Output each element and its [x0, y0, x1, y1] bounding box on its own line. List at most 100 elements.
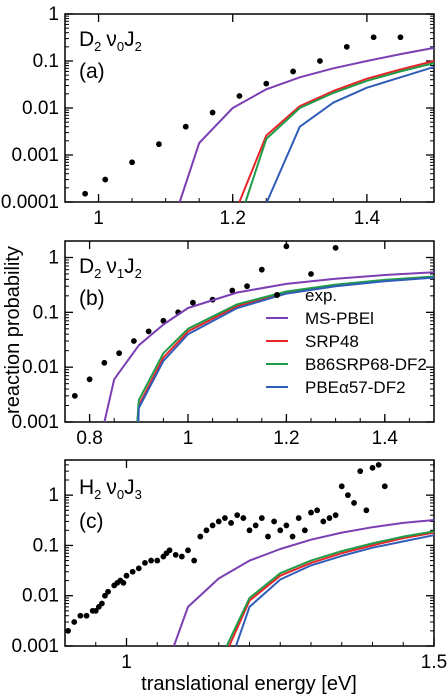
panel-c-exp-point — [252, 522, 259, 529]
panel-a-x-tick-label: 1.4 — [354, 208, 381, 229]
panel-c-exp-point — [381, 483, 388, 490]
panel-c-exp-point — [369, 464, 376, 471]
panel-c-exp-point — [92, 607, 99, 614]
panel-a-y-tick-label: 0.01 — [22, 98, 59, 119]
panel-c-exp-point — [258, 515, 265, 521]
panel-a-exp-point — [290, 68, 297, 75]
panel-b-exp-point — [332, 244, 339, 251]
panel-a: 1 1.2 1.4 0.0001 0.001 0.01 0.1 1 D2 ν0J2 (a) — [1, 4, 435, 229]
panel-b-exp-point — [116, 350, 123, 357]
panel-c-exp-point — [283, 522, 290, 529]
panel-c-exp-point — [71, 619, 78, 625]
legend-pbe-57-df2-label: PBEα57-DF2 — [305, 378, 406, 397]
legend-srp48-label: SRP48 — [305, 332, 359, 351]
panel-b-exp-point — [244, 283, 250, 290]
panel-c-exp-point — [351, 500, 357, 506]
panel-c-exp-point — [154, 557, 161, 564]
panel-c-line-pbe-57-df2 — [235, 534, 435, 647]
legend-ms-pbel-label: MS-PBEl — [305, 309, 374, 328]
panel-c-exp-point — [363, 507, 370, 514]
panel-c-exp-point — [234, 512, 241, 519]
panel-b-exp-point — [130, 338, 137, 344]
panel-b-x-tick-label: 0.8 — [76, 428, 102, 449]
panel-a-exp-point — [370, 34, 377, 41]
panel-c-exp-point — [338, 483, 345, 490]
panel-b-line-b86srp68-df2 — [136, 275, 435, 423]
panel-b-exp-point — [283, 243, 290, 250]
panel-b-line-ms-pbel — [103, 271, 435, 423]
panel-b-exp-point — [160, 317, 167, 324]
panel-c-y-tick-label: 0.1 — [33, 535, 59, 556]
panel-b-exp-point — [71, 392, 78, 399]
panel-b-x-tick-label: 1.4 — [372, 428, 399, 449]
panel-a-y-tick-label: 0.001 — [11, 145, 59, 166]
panel-c-exp-point — [240, 515, 247, 521]
panel-b-exp-point — [229, 287, 236, 294]
legend-exp-label: exp. — [305, 286, 337, 305]
panel-c-exp-point — [215, 518, 222, 525]
panel-c-exp-point — [166, 547, 173, 554]
panel-c-exp-point — [295, 515, 302, 521]
panel-a-exp-point — [263, 80, 270, 87]
panel-c-exp-point — [142, 559, 148, 566]
panel-c-exp-point — [222, 515, 228, 521]
legend-exp-marker — [274, 292, 280, 298]
panel-a-exp-point — [182, 123, 189, 130]
panel-c-exp-point — [265, 533, 271, 540]
panel-c-exp-point — [120, 579, 127, 586]
panel-a-exp-point — [156, 141, 162, 148]
panel-c-series — [65, 461, 435, 647]
panel-a-exp-point — [129, 159, 135, 166]
panel-c-line-srp48 — [228, 531, 435, 647]
panel-b-exp-point — [86, 376, 93, 383]
panel-c-exp-point — [246, 527, 253, 534]
panel-a-y-tick-label: 1 — [48, 4, 59, 25]
panel-b-line-pbe-57-df2 — [137, 276, 435, 423]
panel-c-exp-point — [172, 551, 179, 558]
panel-c-x-tick-label: 1 — [121, 652, 132, 673]
panel-b-y-tick-label: 0.01 — [22, 357, 59, 378]
panel-c-exp-point — [129, 568, 136, 575]
panel-c-exp-point — [135, 565, 142, 572]
panel-a-line-b86srp68-df2 — [244, 62, 435, 203]
panel-c-y-tick-label: 0.01 — [22, 586, 59, 607]
y-axis-label: reaction probability — [2, 246, 24, 414]
panel-c-exp-point — [148, 557, 155, 564]
panel-a-title: D2 ν0J2 — [79, 28, 142, 54]
panel-a-label: (a) — [79, 60, 105, 83]
panel-a-ticks: 1 1.2 1.4 0.0001 0.001 0.01 0.1 1 — [1, 4, 435, 229]
panel-b-line-srp48 — [136, 276, 435, 423]
panel-c-exp-point — [375, 461, 382, 468]
panel-c: 1 1.5 0.001 0.01 0.1 1 H2 ν0J3 (c) — [11, 459, 447, 673]
panel-c-y-tick-label: 0.001 — [11, 636, 59, 657]
panel-c-exp-point — [83, 612, 90, 619]
panel-c-exp-point — [289, 533, 296, 540]
panel-a-x-tick-label: 1 — [93, 208, 104, 229]
panel-a-exp-point — [82, 190, 89, 197]
panel-b-exp-point — [101, 359, 108, 366]
panel-a-y-tick-label: 0.1 — [33, 51, 59, 72]
panel-a-exp-point — [397, 34, 404, 41]
panel-c-exp-point — [123, 572, 130, 579]
panel-c-exp-point — [271, 518, 277, 525]
panel-b-exp-point — [190, 299, 196, 306]
panel-c-exp-point — [345, 492, 351, 499]
panel-c-exp-point — [209, 522, 216, 529]
panel-c-exp-point — [178, 553, 185, 560]
legend: exp. MS-PBEl SRP48 B86SRP68-DF2 PBEα57-DF2 — [266, 286, 427, 397]
panel-b-x-tick-label: 1 — [183, 428, 194, 449]
panel-c-exp-point — [99, 600, 105, 607]
panel-a-exp-point — [317, 58, 323, 64]
panel-c-exp-point — [228, 520, 234, 526]
panel-c-line-ms-pbel — [172, 519, 435, 647]
panel-c-exp-point — [308, 509, 314, 516]
panel-b-series — [71, 243, 435, 423]
panel-a-exp-point — [102, 176, 109, 183]
panel-b-title: D2 ν1J2 — [79, 255, 142, 281]
panel-a-line-srp48 — [238, 60, 435, 203]
panel-c-exp-point — [301, 527, 308, 534]
panel-b-x-tick-label: 1.2 — [273, 428, 299, 449]
panel-b: 0.8 1 1.2 1.4 0.001 0.01 0.1 1 D2 ν1J2 (b) exp. M… — [11, 240, 435, 449]
panel-c-exp-point — [320, 518, 327, 525]
